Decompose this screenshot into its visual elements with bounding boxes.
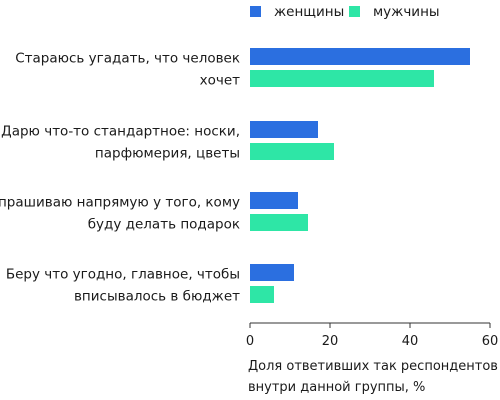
category-label-2-line-2: парфюмерия, цветы: [95, 146, 240, 162]
category-label-4-line-2: вписывалось в бюджет: [74, 289, 240, 305]
bar-1-женщины: [250, 48, 470, 65]
bar-2-мужчины: [250, 143, 334, 160]
x-tick-label-3: 40: [402, 334, 419, 349]
x-axis-title-line-2: внутри данной группы, %: [248, 380, 425, 395]
x-tick-label-2: 20: [322, 334, 339, 349]
bar-3-женщины: [250, 192, 298, 209]
category-label-3-line-2: буду делать подарок: [88, 217, 240, 233]
x-tick-label-1: 0: [246, 334, 254, 349]
bar-4-мужчины: [250, 286, 274, 303]
category-label-4-line-1: Беру что угодно, главное, чтобы: [6, 267, 240, 283]
category-label-3-line-1: Спрашиваю напрямую у того, кому: [0, 195, 240, 211]
legend-label-1: женщины: [274, 4, 344, 20]
bar-3-мужчины: [250, 214, 308, 231]
legend-label-2: мужчины: [373, 4, 440, 20]
category-label-1-line-2: хочет: [200, 73, 241, 89]
bar-1-мужчины: [250, 70, 434, 87]
bar-2-женщины: [250, 121, 318, 138]
x-tick-label-4: 60: [482, 334, 499, 349]
legend-swatch-2: [349, 6, 360, 17]
category-label-1-line-1: Стараюсь угадать, что человек: [15, 51, 240, 67]
bar-4-женщины: [250, 264, 294, 281]
legend-swatch-1: [250, 6, 261, 17]
category-label-2-line-1: Дарю что-то стандартное: носки,: [1, 124, 240, 140]
x-axis-title-line-1: Доля ответивших так респондентов: [248, 359, 498, 374]
